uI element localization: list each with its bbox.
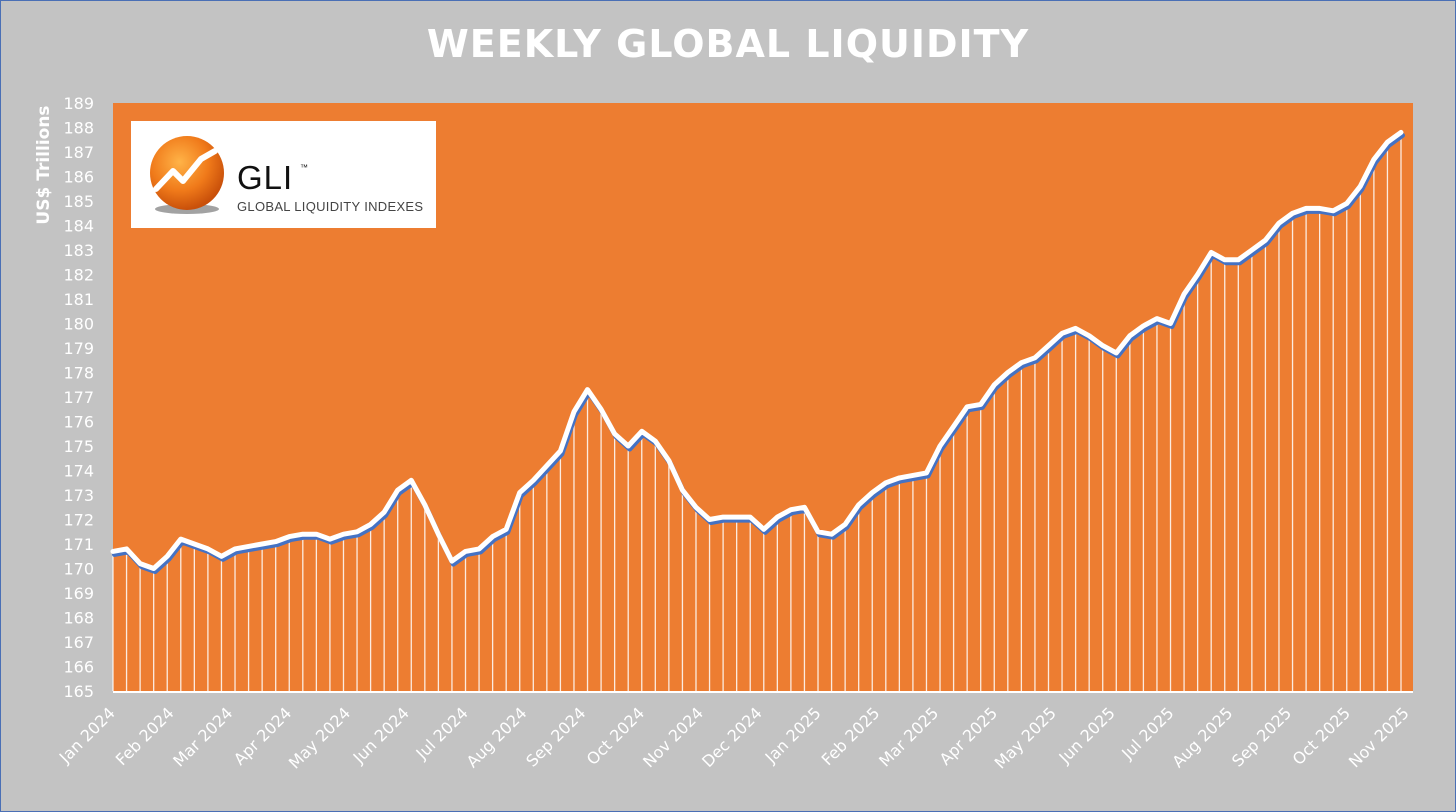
- y-tick-label: 169: [63, 584, 94, 603]
- x-tick-label: Sep 2024: [522, 703, 589, 770]
- y-tick-label: 171: [63, 535, 94, 554]
- y-tick-label: 177: [63, 388, 94, 407]
- x-tick-label: Jun 2025: [1055, 703, 1119, 767]
- y-tick-label: 178: [63, 364, 94, 383]
- x-tick-label: Nov 2024: [639, 703, 707, 771]
- y-tick-label: 188: [63, 119, 94, 138]
- logo-trademark: ™: [300, 163, 308, 172]
- y-tick-label: 180: [63, 315, 94, 334]
- y-axis-ticks: 165 166 167 168 169 170 171 172 173 174 175 176 177 1…: [63, 94, 94, 701]
- y-tick-label: 176: [63, 413, 94, 432]
- x-tick-label: Jul 2024: [412, 703, 472, 763]
- x-tick-label: Jun 2024: [349, 703, 413, 767]
- gli-logo-icon: [150, 136, 224, 214]
- y-tick-label: 187: [63, 143, 94, 162]
- y-tick-label: 179: [63, 339, 94, 358]
- x-tick-label: Jan 2024: [55, 703, 119, 767]
- x-tick-label: Dec 2024: [698, 703, 766, 771]
- chart-title: WEEKLY GLOBAL LIQUIDITY: [426, 22, 1030, 66]
- x-tick-label: Nov 2025: [1345, 703, 1413, 771]
- y-tick-label: 165: [63, 682, 94, 701]
- gli-logo: GLI ™ GLOBAL LIQUIDITY INDEXES: [131, 121, 436, 228]
- x-tick-label: Jul 2025: [1117, 703, 1177, 763]
- y-tick-label: 184: [63, 217, 94, 236]
- y-tick-label: 185: [63, 192, 94, 211]
- y-tick-label: 189: [63, 94, 94, 113]
- x-tick-label: Feb 2024: [112, 703, 178, 769]
- x-tick-label: Mar 2025: [875, 703, 942, 770]
- x-tick-label: Mar 2024: [169, 703, 236, 770]
- y-tick-label: 175: [63, 437, 94, 456]
- y-tick-label: 167: [63, 633, 94, 652]
- x-tick-label: Oct 2024: [583, 703, 648, 768]
- x-tick-label: Feb 2025: [818, 703, 884, 769]
- x-tick-label: Aug 2025: [1168, 703, 1236, 771]
- y-tick-label: 186: [63, 168, 94, 187]
- y-tick-label: 172: [63, 511, 94, 530]
- series-line: [110, 129, 1404, 571]
- y-tick-label: 173: [63, 486, 94, 505]
- x-tick-label: Sep 2025: [1228, 703, 1295, 770]
- y-tick-label: 174: [63, 462, 94, 481]
- y-tick-label: 168: [63, 609, 94, 628]
- series-lines: [110, 129, 1405, 574]
- x-tick-label: Jan 2025: [761, 703, 825, 767]
- logo-wordmark: GLI: [237, 159, 294, 196]
- x-tick-label: Aug 2024: [463, 703, 531, 771]
- logo-subtitle: GLOBAL LIQUIDITY INDEXES: [237, 199, 424, 214]
- y-tick-label: 182: [63, 266, 94, 285]
- area-stripes: [112, 132, 1402, 691]
- y-tick-label: 170: [63, 560, 94, 579]
- y-tick-label: 181: [63, 290, 94, 309]
- x-tick-label: Oct 2025: [1289, 703, 1354, 768]
- y-tick-label: 166: [63, 658, 94, 677]
- y-tick-label: 183: [63, 241, 94, 260]
- x-tick-label: May 2024: [285, 703, 354, 772]
- x-tick-label: May 2025: [991, 703, 1060, 772]
